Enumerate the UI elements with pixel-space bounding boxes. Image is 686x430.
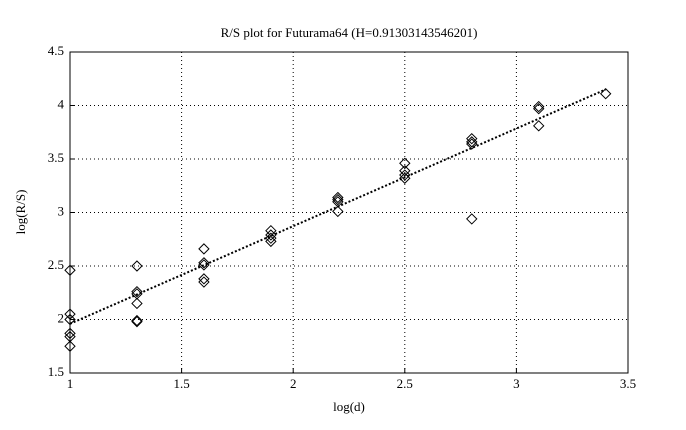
data-point [332, 193, 344, 206]
y-tick-label: 3.5 [48, 150, 64, 165]
y-tick-label: 4 [58, 96, 65, 111]
data-point [332, 205, 344, 218]
data-point [131, 315, 143, 328]
fit-line [69, 88, 607, 325]
data-point [265, 229, 277, 241]
x-tick-label: 3 [513, 376, 520, 391]
data-point [265, 232, 277, 244]
plot-frame [69, 51, 629, 374]
data-point [198, 259, 210, 271]
x-tick-label: 3.5 [620, 376, 636, 391]
data-point [64, 327, 76, 340]
data-point [198, 276, 210, 288]
data-point [131, 285, 143, 298]
y-tick-label: 1.5 [48, 364, 64, 379]
x-tick-label: 2.5 [397, 376, 413, 391]
y-tick-label: 3 [58, 203, 65, 218]
y-tick-label: 4.5 [48, 43, 64, 58]
data-point [332, 191, 344, 204]
data-point [399, 165, 411, 177]
y-tick-label: 2.5 [48, 257, 64, 272]
data-point [466, 136, 478, 148]
data-point [399, 169, 411, 181]
data-point [265, 235, 277, 248]
data-point [64, 340, 76, 352]
data-point [198, 243, 210, 255]
data-point [198, 257, 210, 269]
data-point [131, 314, 143, 327]
data-point [533, 103, 545, 115]
data-point [198, 273, 210, 285]
x-tick-label: 1 [67, 376, 74, 391]
data-point [131, 297, 143, 310]
data-point [399, 157, 411, 169]
data-point [533, 100, 545, 113]
data-point [131, 260, 143, 272]
data-point [265, 224, 277, 237]
data-point [533, 120, 545, 132]
data-point [64, 308, 76, 320]
data-point [466, 138, 478, 150]
data-point [599, 88, 612, 100]
x-axis-label: log(d) [333, 399, 365, 414]
x-tick-label: 2 [290, 376, 297, 391]
data-point [466, 213, 478, 225]
y-tick-label: 2 [58, 310, 65, 325]
chart-title: R/S plot for Futurama64 (H=0.91303143546… [221, 25, 478, 40]
x-tick-label: 1.5 [173, 376, 189, 391]
y-axis-label: log(R/S) [13, 190, 28, 235]
data-point [466, 132, 478, 145]
data-point [64, 264, 76, 276]
data-point [64, 313, 76, 326]
